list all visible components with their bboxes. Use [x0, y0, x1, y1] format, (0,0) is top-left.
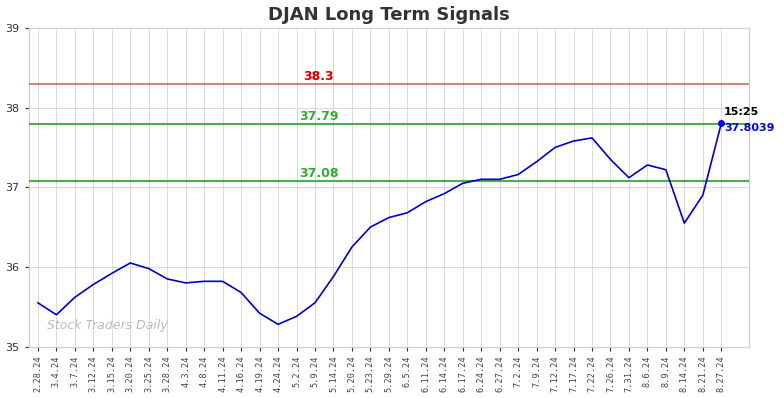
Text: Stock Traders Daily: Stock Traders Daily: [47, 319, 168, 332]
Text: 37.08: 37.08: [299, 167, 339, 180]
Title: DJAN Long Term Signals: DJAN Long Term Signals: [268, 6, 510, 23]
Text: 15:25: 15:25: [724, 107, 759, 117]
Text: 38.3: 38.3: [303, 70, 334, 83]
Text: 37.8039: 37.8039: [724, 123, 775, 133]
Text: 37.79: 37.79: [299, 110, 339, 123]
